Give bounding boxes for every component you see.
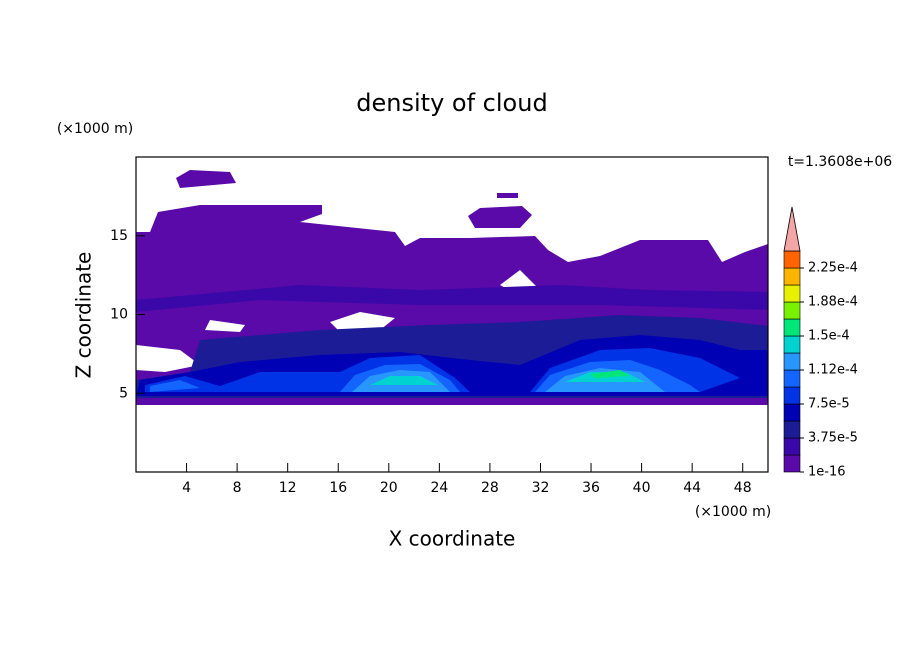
colorbar-band — [783, 284, 801, 303]
colorbar-band — [783, 420, 801, 439]
colorbar-tick-label: 1e-16 — [808, 465, 846, 480]
time-label: t=1.3608e+06 — [788, 154, 892, 170]
colorbar-tick-label: 2.25e-4 — [808, 261, 858, 276]
colorbar-tick-label: 3.75e-5 — [808, 431, 858, 446]
colorbar-band — [783, 369, 801, 388]
x-tick-label: 16 — [329, 480, 347, 496]
contour-region — [590, 370, 630, 378]
chart-title: density of cloud — [356, 89, 547, 117]
x-tick-label: 24 — [430, 480, 448, 496]
y-unit: (×1000 m) — [57, 121, 133, 137]
contour-region — [370, 372, 645, 385]
contour-gap — [136, 345, 200, 372]
contour-gap — [205, 320, 245, 332]
x-tick-label: 12 — [279, 480, 297, 496]
contour-field — [136, 170, 768, 405]
colorbar-band — [783, 437, 801, 456]
y-tick-label: 5 — [119, 385, 128, 401]
colorbar-extend — [783, 206, 801, 252]
colorbar-tick-label: 7.5e-5 — [808, 397, 850, 412]
contour-region — [468, 206, 532, 228]
contour-region — [497, 193, 518, 198]
colorbar-tick-label: 1.5e-4 — [808, 329, 850, 344]
x-tick-label: 20 — [380, 480, 398, 496]
colorbar-band — [783, 250, 801, 269]
colorbar-band — [783, 386, 801, 405]
x-tick-label: 44 — [683, 480, 701, 496]
colorbar-tick-label: 1.12e-4 — [808, 363, 858, 378]
x-tick-label: 40 — [633, 480, 651, 496]
colorbar-band — [783, 335, 801, 354]
x-unit: (×1000 m) — [695, 504, 771, 520]
y-axis-label: Z coordinate — [72, 252, 96, 379]
x-tick-label: 32 — [532, 480, 550, 496]
x-tick-label: 28 — [481, 480, 499, 496]
x-axis-label: X coordinate — [389, 527, 516, 551]
x-tick-label: 36 — [582, 480, 600, 496]
contour-gap — [330, 312, 395, 332]
y-tick-label: 15 — [110, 228, 128, 244]
x-tick-label: 48 — [734, 480, 752, 496]
colorbar-band — [783, 454, 801, 473]
x-tick-label: 4 — [182, 480, 191, 496]
colorbar-band — [783, 301, 801, 320]
colorbar-band — [783, 352, 801, 371]
contour-region — [176, 170, 236, 188]
contour-region — [136, 285, 768, 312]
colorbar-tick-label: 1.88e-4 — [808, 295, 858, 310]
colorbar-band — [783, 403, 801, 422]
x-tick-label: 8 — [233, 480, 242, 496]
colorbar-band — [783, 318, 801, 337]
colorbar-band — [783, 267, 801, 286]
y-tick-label: 10 — [110, 307, 128, 323]
